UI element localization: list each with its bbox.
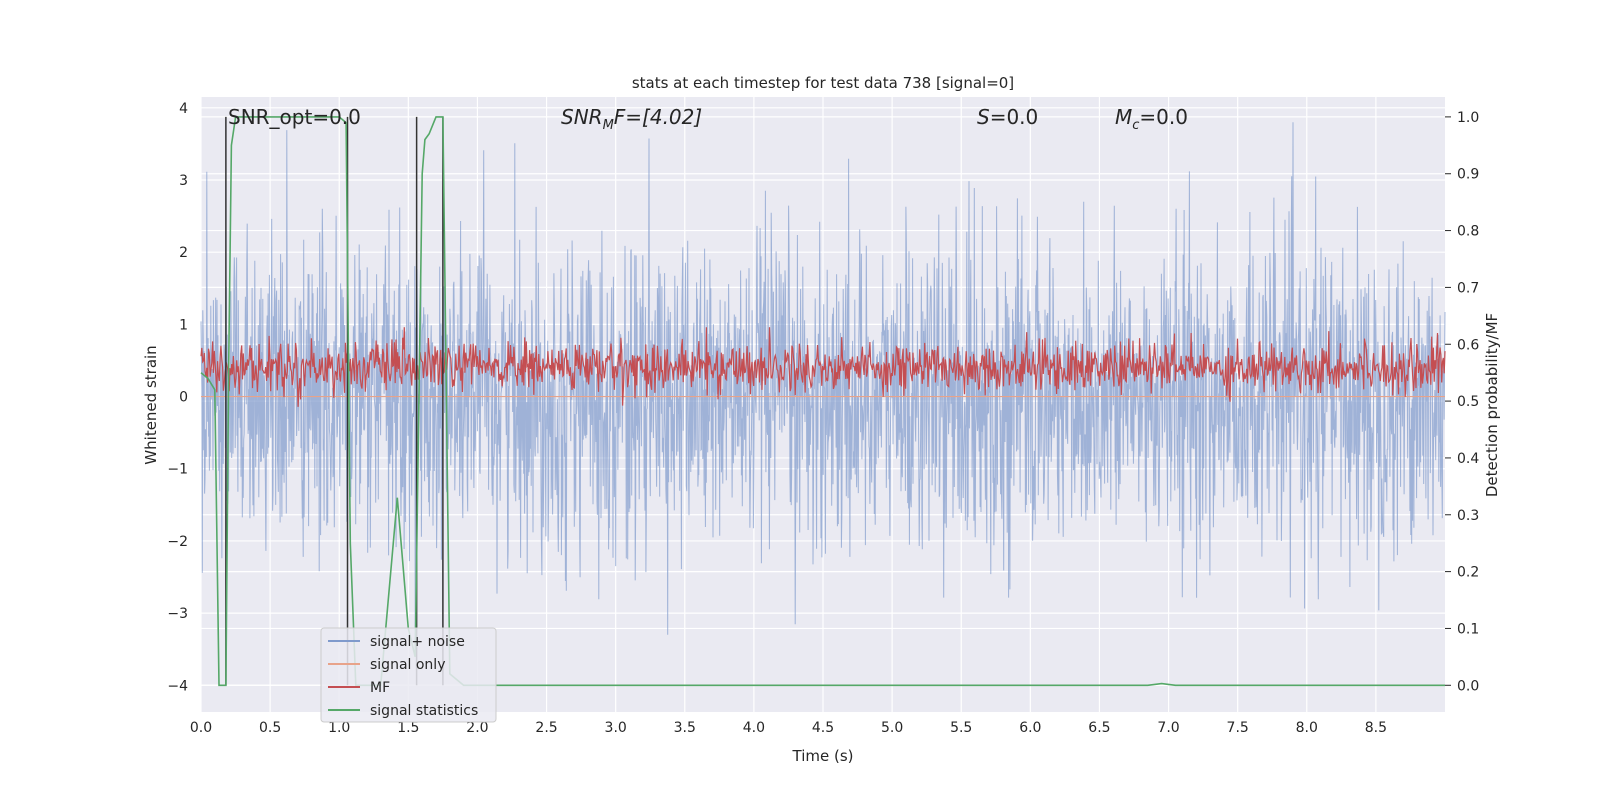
- x-tick-label: 8.5: [1365, 720, 1387, 736]
- x-tick-label: 2.5: [535, 720, 557, 736]
- x-tick-label: 5.5: [950, 720, 972, 736]
- x-tick-label: 0.0: [190, 720, 212, 736]
- x-tick-label: 4.0: [743, 720, 765, 736]
- x-tick-label: 7.5: [1227, 720, 1249, 736]
- x-tick-label: 1.5: [397, 720, 419, 736]
- legend-label-signal-noise: signal+ noise: [370, 634, 465, 650]
- annotation-s-value: =0.0: [990, 105, 1039, 129]
- y2-tick-label: 0.2: [1457, 565, 1479, 581]
- annotation-snr-mf-suffix: F=[4.02]: [614, 105, 702, 129]
- annotation-snr-mf: SNRMF=[4.02]: [561, 105, 702, 133]
- legend-label-signal-only: signal only: [370, 657, 445, 673]
- legend-box: [320, 627, 497, 723]
- annotation-snr-mf-sub: M: [603, 118, 614, 133]
- y2-tick-label: 0.6: [1457, 337, 1479, 353]
- y2-tick-label: 0.3: [1457, 508, 1479, 524]
- y2-tick-label: 0.8: [1457, 224, 1479, 240]
- annotation-snr-mf-prefix: SNR: [561, 105, 603, 129]
- y2-tick-label: 0.0: [1457, 678, 1479, 694]
- x-tick-label: 1.0: [328, 720, 350, 736]
- y-tick-label: 0: [179, 390, 188, 406]
- y2-axis-label: Detection probability/MF: [1483, 313, 1501, 497]
- x-tick-label: 3.5: [674, 720, 696, 736]
- x-tick-label: 7.0: [1157, 720, 1179, 736]
- legend-label-signal-statistics: signal statistics: [370, 703, 478, 719]
- y-tick-label: 2: [179, 245, 188, 261]
- x-tick-label: 6.5: [1088, 720, 1110, 736]
- annotation-mc: Mc=0.0: [1115, 105, 1188, 133]
- x-tick-label: 6.0: [1019, 720, 1041, 736]
- chart-title: stats at each timestep for test data 738…: [632, 74, 1014, 92]
- y-tick-label: 1: [179, 317, 188, 333]
- y2-tick-label: 0.9: [1457, 167, 1479, 183]
- x-axis-label: Time (s): [792, 747, 854, 765]
- x-tick-label: 4.5: [812, 720, 834, 736]
- y2-tick-label: 0.1: [1457, 621, 1479, 637]
- x-tick-label: 3.0: [605, 720, 627, 736]
- y-tick-label: 3: [179, 173, 188, 189]
- x-tick-labels: 0.0 0.5 1.0 1.5 2.0 2.5 3.0 3.5 4.0 4.5 5.0 5.5 6.0 6…: [190, 720, 1387, 736]
- y2-tick-label: 0.5: [1457, 394, 1479, 410]
- legend: signal+ noise signal only MF signal stat…: [320, 627, 497, 723]
- x-tick-label: 5.0: [881, 720, 903, 736]
- mf-line: [200, 327, 1446, 407]
- series-mf: [200, 327, 1446, 407]
- annotation-mc-sub: c: [1132, 118, 1139, 133]
- y2-tick-label: 0.7: [1457, 280, 1479, 296]
- annotation-s: S=0.0: [977, 105, 1038, 129]
- legend-label-mf: MF: [370, 680, 390, 696]
- y-tick-label: 4: [179, 101, 188, 117]
- x-tick-label: 8.0: [1296, 720, 1318, 736]
- y2-tick-label: 1.0: [1457, 110, 1479, 126]
- y-tick-label: −2: [167, 534, 188, 550]
- annotation-mc-value: =0.0: [1139, 105, 1188, 129]
- y-tick-label: −3: [167, 606, 188, 622]
- y2-tick-labels: 1.0 0.9 0.8 0.7 0.6 0.5 0.4 0.3 0.2 0.1 0.0: [1457, 110, 1479, 694]
- y2-tick-label: 0.4: [1457, 451, 1479, 467]
- y-axis-label: Whitened strain: [142, 345, 160, 464]
- x-tick-label: 0.5: [259, 720, 281, 736]
- y-tick-label: −4: [167, 678, 188, 694]
- y-tick-label: −1: [167, 462, 188, 478]
- annotation-snr-opt: SNR_opt=0.0: [228, 105, 361, 129]
- annotation-mc-var: M: [1115, 105, 1132, 129]
- x-tick-label: 2.0: [466, 720, 488, 736]
- annotation-s-var: S: [977, 105, 990, 129]
- y-tick-labels: 4 3 2 1 0 −1 −2 −3 −4: [167, 101, 188, 694]
